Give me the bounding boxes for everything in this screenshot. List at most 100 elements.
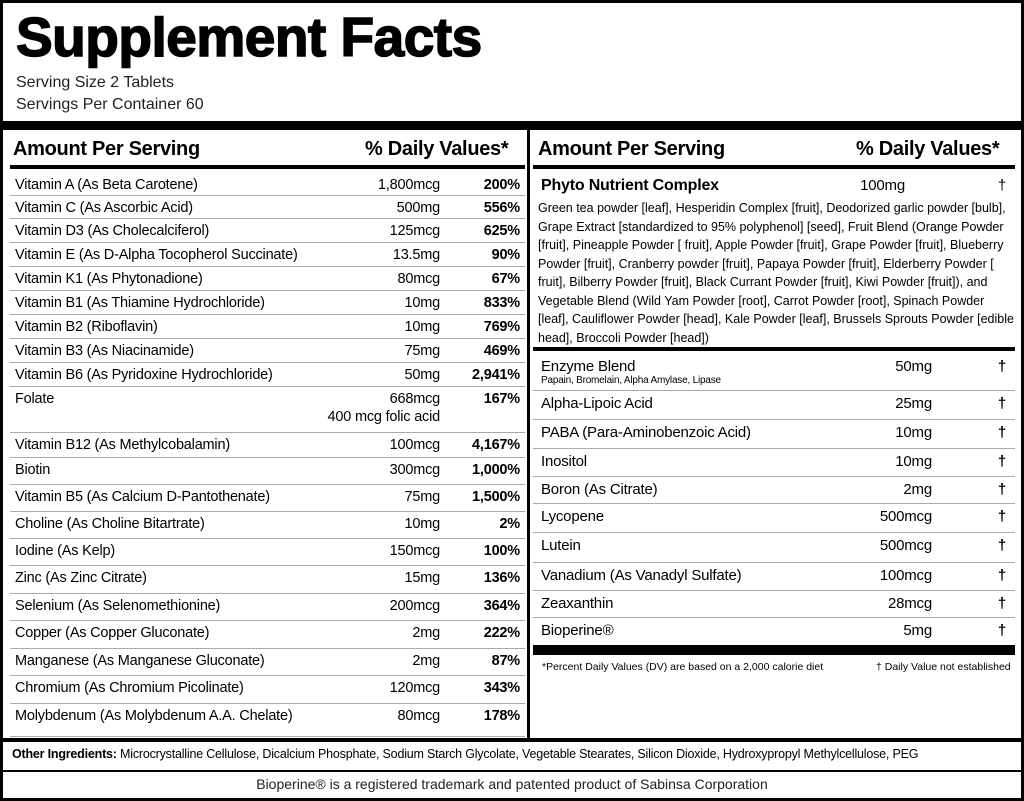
nutrient-amount: 75mg	[404, 489, 441, 505]
nutrient-dv: 100%	[483, 543, 520, 559]
phyto-row: Phyto Nutrient Complex 100mg †	[533, 173, 1015, 197]
nutrient-dv: 2%	[499, 516, 520, 532]
nutrient-amount: 80mcg	[397, 271, 440, 287]
nutrient-row: Chromium (As Chromium Picolinate) 120mcg 3…	[10, 676, 525, 704]
nutrient-amount: 120mcg	[389, 680, 441, 696]
left-header-amount: Amount Per Serving	[13, 138, 200, 160]
nutrient-amount: 10mg	[404, 516, 441, 532]
nutrient-amount: 668mcg	[389, 391, 441, 407]
top-bar	[3, 121, 1021, 130]
nutrient-dv: 1,000%	[472, 462, 520, 478]
nutrient-row: Vitamin A (As Beta Carotene) 1,800mcg 200%	[10, 173, 525, 196]
nutrient-row: Vitamin B1 (As Thiamine Hydrochloride) 10…	[10, 291, 525, 315]
nutrient-row: Manganese (As Manganese Gluconate) 2mg 87%	[10, 649, 525, 676]
ingredient-row: Boron (As Citrate) 2mg †	[533, 477, 1015, 504]
nutrient-dv: 136%	[483, 570, 520, 586]
other-ingredients: Other Ingredients: Microcrystalline Cell…	[12, 747, 918, 761]
ingredient-row: Inositol 10mg †	[533, 449, 1015, 477]
title: Supplement Facts	[15, 5, 483, 69]
nutrient-dv: 469%	[483, 343, 520, 359]
right-header-dv: % Daily Values*	[856, 138, 1000, 160]
ingredient-name: Alpha-Lipoic Acid	[541, 395, 653, 412]
ingredient-sub: Papain, Bromelain, Alpha Amylase, Lipase	[541, 375, 721, 386]
nutrient-dv: 364%	[483, 598, 520, 614]
nutrient-amount: 15mg	[404, 570, 441, 586]
servings-per-container: Servings Per Container 60	[16, 96, 204, 113]
nutrient-amount: 80mcg	[397, 708, 440, 724]
nutrient-dv: 556%	[483, 200, 520, 216]
nutrient-row: Vitamin B6 (As Pyridoxine Hydrochloride)…	[10, 363, 525, 387]
nutrient-row: Copper (As Copper Gluconate) 2mg 222%	[10, 621, 525, 649]
nutrient-row: Vitamin B2 (Riboflavin) 10mg 769%	[10, 315, 525, 339]
right-bottom-bar	[533, 645, 1015, 655]
nutrient-amount: 300mcg	[389, 462, 441, 478]
nutrient-amount: 500mg	[396, 200, 441, 216]
ingredient-dv: †	[997, 424, 1006, 441]
column-divider	[527, 130, 530, 739]
nutrient-name: Vitamin E (As D-Alpha Tocopherol Succina…	[15, 247, 298, 263]
nutrient-row: Vitamin C (As Ascorbic Acid) 500mg 556%	[10, 196, 525, 219]
nutrient-amount: 200mcg	[389, 598, 441, 614]
left-header-dv: % Daily Values*	[365, 138, 509, 160]
nutrient-note: 400 mcg folic acid	[327, 409, 441, 425]
nutrient-name: Vitamin K1 (As Phytonadione)	[15, 271, 203, 287]
nutrient-amount: 2mg	[412, 653, 440, 669]
ingredient-dv: †	[997, 537, 1006, 554]
nutrient-name: Iodine (As Kelp)	[15, 543, 115, 559]
nutrient-name: Molybdenum (As Molybdenum A.A. Chelate)	[15, 708, 293, 724]
nutrient-row: Zinc (As Zinc Citrate) 15mg 136%	[10, 566, 525, 594]
ingredient-amount: 500mcg	[879, 537, 932, 554]
trademark: Bioperine® is a registered trademark and…	[256, 776, 768, 792]
nutrient-name: Vitamin B5 (As Calcium D-Pantothenate)	[15, 489, 270, 505]
nutrient-amount: 100mcg	[389, 437, 441, 453]
ingredient-row: PABA (Para-Aminobenzoic Acid) 10mg †	[533, 420, 1015, 449]
ingredient-name: Inositol	[541, 453, 587, 470]
nutrient-row: Vitamin B12 (As Methylcobalamin) 100mcg 4,…	[10, 433, 525, 458]
nutrient-name: Folate	[15, 391, 55, 407]
nutrient-dv: 343%	[483, 680, 520, 696]
nutrient-row: Iodine (As Kelp) 150mcg 100%	[10, 539, 525, 566]
nutrient-name: Vitamin B3 (As Niacinamide)	[15, 343, 194, 359]
nutrient-row: Selenium (As Selenomethionine) 200mcg 364%	[10, 594, 525, 621]
ingredient-amount: 100mcg	[879, 567, 932, 584]
ingredient-dv: †	[997, 395, 1006, 412]
ingredient-amount: 500mcg	[879, 508, 932, 525]
nutrient-name: Selenium (As Selenomethionine)	[15, 598, 221, 614]
ingredient-amount: 25mg	[895, 395, 932, 412]
ingredient-amount: 50mg	[895, 358, 932, 375]
ingredient-row: Alpha-Lipoic Acid 25mg †	[533, 391, 1015, 420]
nutrient-dv: 769%	[483, 319, 520, 335]
ingredient-amount: 28mcg	[887, 595, 932, 612]
ingredient-row: Bioperine® 5mg †	[533, 618, 1015, 644]
nutrient-amount: 75mg	[404, 343, 441, 359]
nutrient-row: Folate 668mcg 167% 400 mcg folic acid	[10, 387, 525, 433]
phyto-name: Phyto Nutrient Complex	[541, 177, 719, 194]
phyto-description: Green tea powder [leaf], Hesperidin Comp…	[538, 201, 1014, 345]
ingredient-row: Zeaxanthin 28mcg †	[533, 591, 1015, 618]
nutrient-name: Copper (As Copper Gluconate)	[15, 625, 210, 641]
left-header-rule	[10, 165, 525, 169]
nutrient-dv: 625%	[483, 223, 520, 239]
nutrient-name: Choline (As Choline Bitartrate)	[15, 516, 205, 532]
nutrient-amount: 10mg	[404, 319, 441, 335]
right-header-rule	[533, 165, 1015, 169]
ingredient-amount: 10mg	[895, 453, 932, 470]
ingredient-dv: †	[997, 453, 1006, 470]
ingredient-row: Vanadium (As Vanadyl Sulfate) 100mcg †	[533, 563, 1015, 591]
serving-size: Serving Size 2 Tablets	[16, 74, 175, 91]
nutrient-dv: 833%	[483, 295, 520, 311]
nutrient-row: Vitamin D3 (As Cholecalciferol) 125mcg 625…	[10, 219, 525, 243]
nutrient-amount: 125mcg	[389, 223, 441, 239]
nutrient-name: Chromium (As Chromium Picolinate)	[15, 680, 244, 696]
nutrient-dv: 178%	[483, 708, 520, 724]
nutrient-name: Vitamin B1 (As Thiamine Hydrochloride)	[15, 295, 265, 311]
nutrient-amount: 50mg	[404, 367, 441, 383]
nutrient-name: Vitamin C (As Ascorbic Acid)	[15, 200, 193, 216]
nutrient-dv: 2,941%	[472, 367, 520, 383]
nutrient-name: Vitamin B2 (Riboflavin)	[15, 319, 158, 335]
nutrient-name: Biotin	[15, 462, 51, 478]
ingredient-name: PABA (Para-Aminobenzoic Acid)	[541, 424, 751, 441]
other-ingredients-text: Microcrystalline Cellulose, Dicalcium Ph…	[116, 747, 919, 761]
nutrient-name: Vitamin B6 (As Pyridoxine Hydrochloride)	[15, 367, 273, 383]
ingredient-amount: 2mg	[903, 481, 932, 498]
